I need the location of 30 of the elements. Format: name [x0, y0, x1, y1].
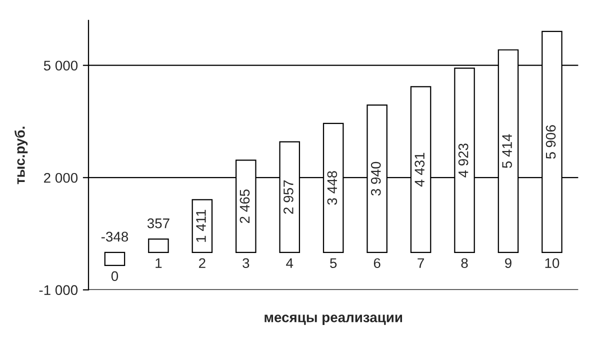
- x-tick-label: 8: [461, 258, 468, 268]
- x-tick-label: 5: [330, 258, 337, 268]
- data-label: 4 431: [414, 152, 425, 187]
- x-tick-label: 7: [418, 258, 424, 268]
- data-label: 357: [147, 218, 170, 228]
- y-axis-title: тыс.руб.: [14, 126, 28, 184]
- y-tick-label: -1 000: [39, 285, 78, 296]
- data-label: 5 906: [546, 125, 556, 159]
- x-tick-label: 0: [111, 271, 118, 282]
- bar: [192, 199, 213, 253]
- y-tick-label: 5 000: [44, 60, 78, 71]
- bar: [148, 238, 169, 253]
- data-label: 3 448: [327, 171, 338, 205]
- x-axis-title: месяцы реализации: [264, 314, 402, 326]
- x-tick-label: 2: [199, 258, 206, 268]
- data-label: 5 414: [502, 134, 512, 168]
- data-label: 2 465: [240, 190, 250, 223]
- y-tick-label: 2 000: [44, 172, 78, 183]
- data-label: 2 957: [284, 180, 294, 214]
- x-tick-label: 6: [374, 258, 380, 268]
- x-tick-label: 4: [286, 258, 294, 268]
- data-label: -348: [101, 232, 128, 242]
- data-label: 4 923: [458, 144, 468, 178]
- x-tick-label: 1: [156, 258, 162, 268]
- bar: [104, 252, 126, 266]
- data-label: 3 940: [370, 162, 381, 196]
- data-label: 1 411: [196, 210, 206, 242]
- x-tick-label: 3: [242, 258, 250, 268]
- x-tick-label: 10: [545, 258, 560, 268]
- x-tick-label: 9: [505, 258, 512, 268]
